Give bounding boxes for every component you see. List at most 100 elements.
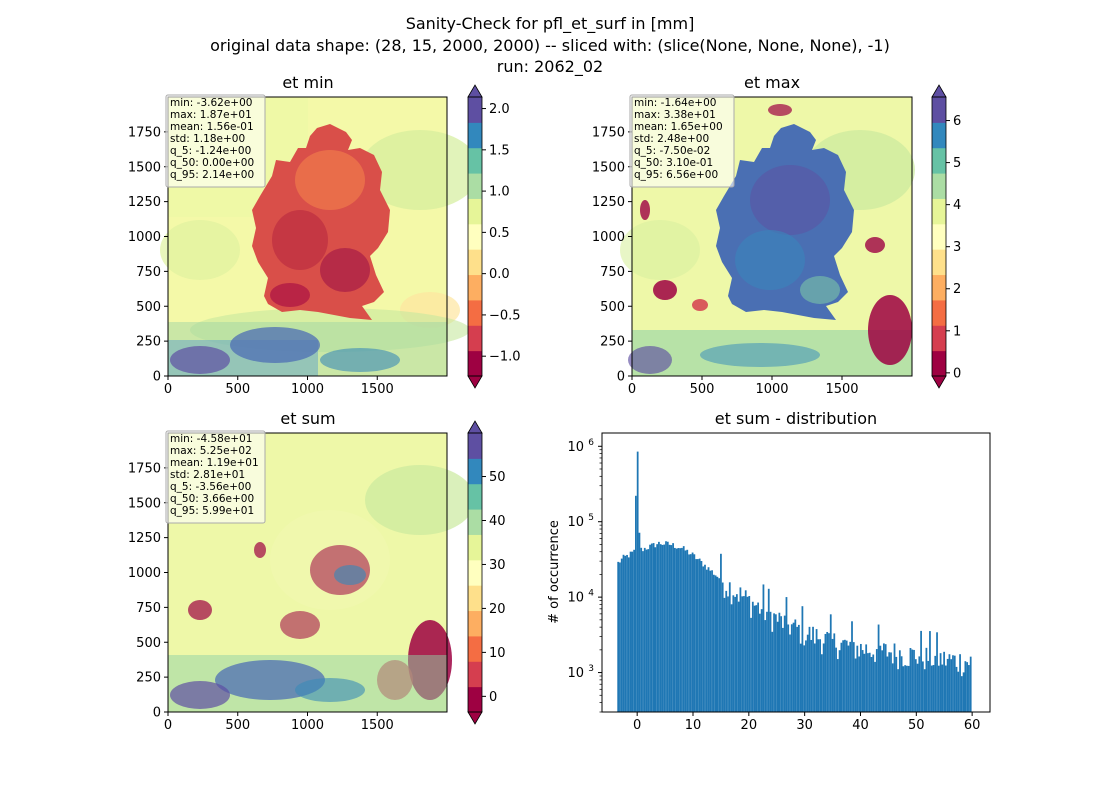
y-tick-label: 1250 xyxy=(128,531,161,546)
colorbar-segment xyxy=(932,274,946,301)
x-axis: 0 10 20 30 40 50 60 xyxy=(633,712,980,733)
histogram-bar xyxy=(774,614,777,712)
histogram-bar xyxy=(913,649,915,712)
histogram-bar xyxy=(744,590,747,712)
histogram-bar xyxy=(631,551,634,712)
histogram-bar xyxy=(964,661,967,712)
histogram-bar xyxy=(636,451,639,712)
histogram-bar xyxy=(759,613,761,712)
histogram-bar xyxy=(771,631,774,712)
y-tick-label: 10 5 xyxy=(567,513,594,530)
histogram-bar xyxy=(950,659,953,712)
colorbar-segment xyxy=(932,198,946,225)
colorbar: 0 1 2 3 4 5 6 xyxy=(931,84,961,389)
histogram-bar xyxy=(851,621,853,712)
histogram-bar xyxy=(684,550,687,712)
histogram-bar xyxy=(633,549,636,712)
histogram-bar xyxy=(757,602,760,712)
histogram-bar xyxy=(891,663,894,712)
histogram-bar xyxy=(792,622,795,712)
histogram-bar xyxy=(778,612,781,712)
x-tick-label: 0 xyxy=(633,718,641,733)
histogram-bar xyxy=(755,605,758,712)
histogram-bar xyxy=(960,676,963,712)
histogram-bar xyxy=(718,578,721,712)
x-tick-label: 1000 xyxy=(291,382,324,397)
histogram-bar xyxy=(886,656,889,712)
colorbar-tick-label: 3 xyxy=(953,240,961,255)
colorbar-segment xyxy=(932,249,946,276)
histogram-bar xyxy=(854,658,857,712)
stats-line: max: 5.25e+02 xyxy=(170,445,252,457)
colorbar-segment xyxy=(468,585,482,612)
histogram-bar xyxy=(769,611,772,712)
colorbar-frame xyxy=(467,432,483,713)
axes-frame xyxy=(601,432,991,713)
histogram-bar xyxy=(682,546,685,712)
x-axis: 0 500 1000 1500 xyxy=(164,712,394,733)
colorbar-tick-label: 10 xyxy=(489,646,506,661)
stats-line: mean: 1.65e+00 xyxy=(634,121,723,133)
histogram-bar xyxy=(707,567,710,712)
histogram-bar xyxy=(741,596,744,712)
y-tick-label: 10 4 xyxy=(567,589,594,606)
histogram-bar xyxy=(654,547,657,712)
colorbar-segment xyxy=(932,299,946,326)
panel-title: et sum - distribution xyxy=(715,409,877,428)
stats-line: std: 2.81e+01 xyxy=(170,469,245,481)
histogram-bar xyxy=(697,559,699,712)
colorbar: −1.0 −0.5 0.0 0.5 1.0 1.5 2.0 xyxy=(467,84,521,389)
histogram-bar xyxy=(721,582,724,712)
histogram-bar xyxy=(649,544,651,712)
colorbar-tick-label: −0.5 xyxy=(489,308,521,323)
histogram-bar xyxy=(659,544,662,712)
histogram-bar xyxy=(959,654,961,712)
histogram-bar xyxy=(815,629,818,712)
histogram-bar xyxy=(865,644,868,712)
stats-line: max: 3.38e+01 xyxy=(634,109,716,121)
histogram-bar xyxy=(847,645,850,712)
histogram-bar xyxy=(805,640,807,712)
histogram-bar xyxy=(900,656,903,712)
colorbar-segment xyxy=(468,433,482,459)
y-tick-label: 250 xyxy=(136,671,161,686)
histogram-bar xyxy=(955,666,958,712)
histogram-bar xyxy=(780,616,783,712)
histogram-bar xyxy=(888,652,891,712)
histogram-bar xyxy=(773,613,775,712)
colorbar-segment xyxy=(468,173,482,199)
colorbar-tick-label: 1.5 xyxy=(489,143,510,158)
colorbar-tick-label: 0.0 xyxy=(489,267,510,282)
histogram-bar xyxy=(870,657,873,712)
histogram-bar xyxy=(645,549,648,712)
histogram-bar xyxy=(941,664,944,712)
histogram-bar xyxy=(785,597,788,712)
y-tick-label: 1500 xyxy=(128,496,161,511)
histogram-bar xyxy=(695,559,698,712)
histogram-bar xyxy=(663,544,666,712)
histogram-bar xyxy=(737,601,740,712)
histogram-bar xyxy=(712,574,715,712)
histogram-bar xyxy=(918,656,921,712)
histogram-bar xyxy=(835,647,837,712)
stats-box: min: -3.62e+00 max: 1.87e+01 mean: 1.56e… xyxy=(165,94,266,188)
histogram-bar xyxy=(689,554,692,712)
y-tick-label: 1000 xyxy=(128,230,161,245)
histogram-bar xyxy=(968,665,970,712)
histogram-bar xyxy=(884,644,887,712)
heatmap-image xyxy=(160,97,480,376)
histogram-bar xyxy=(937,665,940,712)
stats-line: q_5: -1.24e+00 xyxy=(170,145,251,157)
histogram-bar xyxy=(858,656,860,712)
histogram-bar xyxy=(762,584,765,712)
histogram-bar xyxy=(877,624,880,712)
histogram-bar xyxy=(817,639,820,712)
y-tick-base: 10 xyxy=(567,666,584,681)
histogram-bar xyxy=(723,597,726,712)
histogram-bar xyxy=(679,548,682,712)
y-tick-exponent: 5 xyxy=(588,513,594,523)
histogram-bar xyxy=(836,659,839,712)
y-tick-exponent: 4 xyxy=(588,589,594,599)
x-tick-label: 500 xyxy=(225,382,250,397)
